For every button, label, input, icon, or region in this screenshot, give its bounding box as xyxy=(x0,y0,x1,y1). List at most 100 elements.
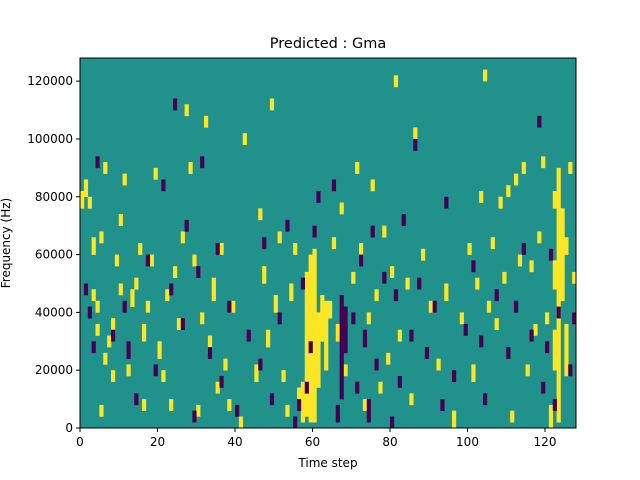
heatmap-cell-high xyxy=(351,271,356,284)
heatmap-cell-low xyxy=(277,312,282,325)
heatmap-cell-high xyxy=(335,323,340,342)
heatmap-cell-low xyxy=(196,266,201,278)
heatmap-cell-high xyxy=(521,162,526,174)
plot-frame xyxy=(79,57,577,429)
heatmap-cell-low xyxy=(471,260,476,273)
heatmap-cell-high xyxy=(339,202,344,215)
heatmap-cell-low xyxy=(192,410,197,423)
heatmap-cell-high xyxy=(184,104,189,117)
heatmap-cell-high xyxy=(145,300,151,313)
heatmap-cell-low xyxy=(200,156,205,169)
heatmap-cell-low xyxy=(556,306,561,319)
heatmap-cell-high xyxy=(254,364,259,383)
heatmap-cell-high xyxy=(80,190,85,209)
heatmap-cell-high xyxy=(378,381,383,394)
y-tick-label: 40000 xyxy=(35,305,73,319)
heatmap-cell-low xyxy=(304,381,309,394)
heatmap-cell-low xyxy=(297,399,302,411)
heatmap-cell-high xyxy=(196,404,201,417)
heatmap-cell-high xyxy=(258,208,263,221)
heatmap-cell-low xyxy=(91,341,96,354)
heatmap-cell-high xyxy=(289,283,294,302)
heatmap-cell-high xyxy=(211,277,216,302)
heatmap-cell-low xyxy=(479,335,484,348)
heatmap-cell-low xyxy=(215,243,220,255)
heatmap-cell-low xyxy=(184,219,189,232)
heatmap-cell-high xyxy=(552,190,557,209)
heatmap-cell-high xyxy=(548,404,554,429)
heatmap-cell-high xyxy=(285,404,290,417)
heatmap-cell-high xyxy=(118,283,123,296)
heatmap-cell-high xyxy=(471,364,476,383)
heatmap-cell-high xyxy=(300,381,306,423)
y-tick-label: 0 xyxy=(65,421,73,435)
heatmap-cell-high xyxy=(308,254,313,423)
heatmap-cell-high xyxy=(390,266,395,278)
x-tick-label: 40 xyxy=(227,435,242,449)
heatmap-cell-high xyxy=(343,364,348,377)
heatmap-cell-high xyxy=(138,243,143,255)
heatmap-cell-high xyxy=(459,312,464,325)
heatmap-cell-low xyxy=(153,364,158,377)
y-axis-label: Frequency (Hz) xyxy=(0,198,13,289)
heatmap-cell-high xyxy=(262,266,267,284)
heatmap-cell-low xyxy=(413,138,418,151)
heatmap-cell-high xyxy=(114,254,120,267)
heatmap-cell-high xyxy=(502,271,507,284)
x-tick-label: 100 xyxy=(456,435,479,449)
heatmap-cell-high xyxy=(552,260,557,290)
heatmap-cell-low xyxy=(359,254,364,267)
heatmap-cell-low xyxy=(180,318,185,331)
heatmap-cell-high xyxy=(204,115,209,128)
heatmap-cell-high xyxy=(207,335,213,354)
heatmap-cell-high xyxy=(324,300,329,371)
heatmap-cell-high xyxy=(533,323,538,336)
heatmap-cell-high xyxy=(556,167,561,423)
heatmap-cell-high xyxy=(297,387,302,400)
heatmap-cell-high xyxy=(126,364,131,377)
heatmap-cell-high xyxy=(413,127,418,140)
heatmap-cell-low xyxy=(246,329,251,342)
heatmap-cell-low xyxy=(95,156,100,169)
heatmap-cell-low xyxy=(374,358,379,371)
heatmap-cell-high xyxy=(304,271,309,417)
heatmap-cell-high xyxy=(157,341,162,359)
heatmap-cell-high xyxy=(91,237,96,255)
heatmap-cell-high xyxy=(269,98,275,111)
heatmap-cell-low xyxy=(417,277,422,290)
heatmap-cell-low xyxy=(432,300,437,313)
heatmap-cell-low xyxy=(285,219,290,232)
heatmap-cell-high xyxy=(428,300,433,313)
heatmap-cell-high xyxy=(95,323,100,336)
heatmap-cell-low xyxy=(83,283,89,296)
heatmap-cell-high xyxy=(572,271,577,284)
heatmap-cell-low xyxy=(312,225,317,238)
heatmap-cell-low xyxy=(506,347,511,359)
heatmap-cell-high xyxy=(328,300,333,319)
y-tick-label: 80000 xyxy=(35,190,73,204)
heatmap-cell-high xyxy=(192,254,197,267)
heatmap-cell-high xyxy=(517,254,523,267)
heatmap-cell-low xyxy=(494,289,499,302)
heatmap-cell-high xyxy=(331,237,337,250)
heatmap-cell-high xyxy=(444,283,449,302)
heatmap-cell-high xyxy=(452,410,457,429)
heatmap-cell-high xyxy=(397,329,402,342)
heatmap-cell-high xyxy=(242,133,247,146)
heatmap-cell-high xyxy=(87,196,92,209)
heatmap-cell-high xyxy=(200,312,205,325)
heatmap-cell-high xyxy=(169,399,174,411)
heatmap-cell-low xyxy=(122,300,127,313)
y-tick-label: 100000 xyxy=(27,132,73,146)
heatmap-cell-high xyxy=(564,323,569,377)
heatmap-cell-high xyxy=(134,277,139,290)
heatmap-cell-low xyxy=(339,295,344,400)
heatmap-cell-high xyxy=(153,167,158,180)
heatmap-cell-high xyxy=(320,295,325,342)
heatmap-cell-high xyxy=(99,404,104,417)
y-tick-label: 60000 xyxy=(35,248,73,262)
heatmap-cell-low xyxy=(308,341,313,354)
heatmap-cell-low xyxy=(161,179,166,192)
heatmap-cell-low xyxy=(393,289,399,302)
